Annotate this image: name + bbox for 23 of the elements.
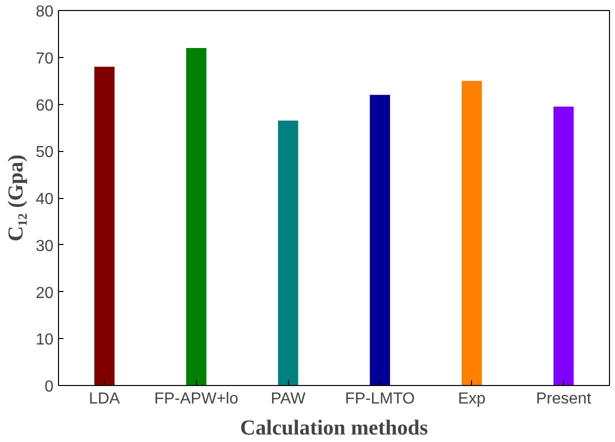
y-tick-label: 0 (44, 378, 54, 396)
bar (462, 80, 482, 386)
x-axis-title: Calculation methods (240, 416, 428, 440)
y-axis-title: C₁₂ (Gpa) (4, 154, 28, 242)
bar (278, 120, 298, 386)
y-tick-label: 50 (36, 144, 54, 162)
y-tick-label: 10 (36, 332, 54, 349)
x-tick-label: PAW (270, 390, 306, 408)
y-tick-label: 60 (36, 97, 54, 114)
y-tick-label: 70 (36, 50, 54, 68)
bar (370, 94, 390, 386)
y-tick-label: 30 (36, 238, 54, 255)
y-tick-label: 20 (36, 284, 54, 302)
y-tick-label: 40 (36, 191, 54, 208)
bar (553, 106, 574, 386)
bar (94, 66, 115, 386)
x-tick-label: LDA (88, 390, 120, 408)
x-tick-label: Present (536, 390, 592, 408)
y-tick-label: 80 (36, 4, 54, 20)
x-tick-label: Exp (458, 390, 486, 408)
x-tick-label: FP-APW+lo (154, 390, 238, 408)
x-tick-label: FP-LMTO (344, 390, 415, 408)
bar (186, 48, 206, 386)
